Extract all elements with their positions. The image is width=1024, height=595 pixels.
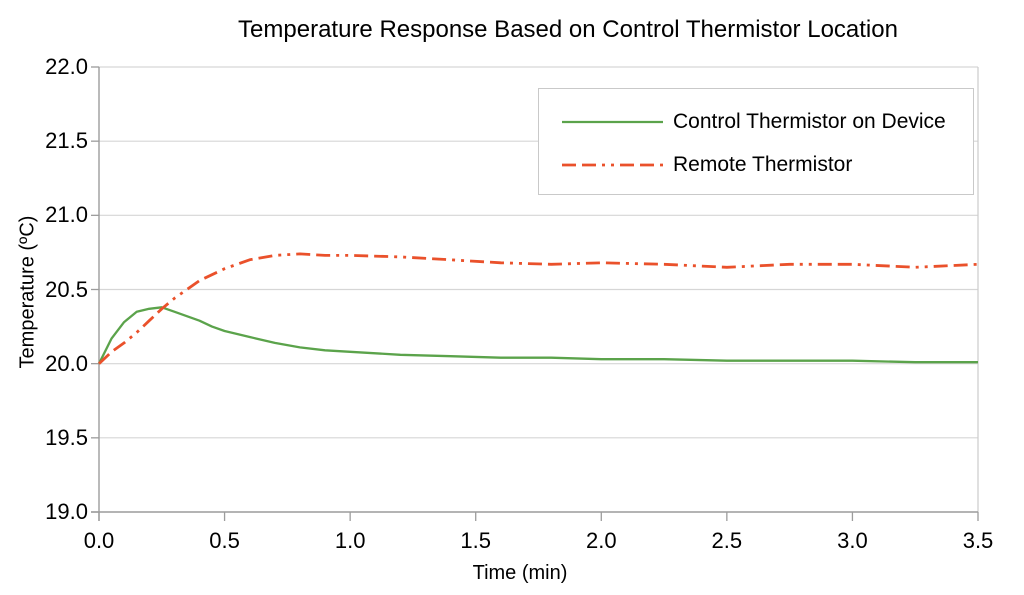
x-tick-label: 3.0 xyxy=(837,528,868,553)
y-tick-label: 20.5 xyxy=(45,276,88,302)
chart-title: Temperature Response Based on Control Th… xyxy=(238,16,898,43)
legend: Control Thermistor on Device Remote Ther… xyxy=(538,88,974,195)
x-tick-label: 3.5 xyxy=(962,528,994,553)
x-tick-label: 2.0 xyxy=(585,528,617,553)
y-tick-label: 19.0 xyxy=(45,499,88,524)
legend-line-swatch-remote xyxy=(562,163,663,167)
legend-label-control: Control Thermistor on Device xyxy=(673,110,946,133)
y-tick-label: 21.5 xyxy=(45,128,88,154)
x-axis-title: Time (min) xyxy=(472,562,568,584)
legend-label-remote: Remote Thermistor xyxy=(673,153,853,176)
x-tick-label: 1.0 xyxy=(334,528,366,553)
series-line-remote-thermistor xyxy=(98,252,979,365)
legend-entry-remote-thermistor: Remote Thermistor xyxy=(561,151,852,179)
y-tick-label: 20.0 xyxy=(45,350,88,376)
y-tick-label: 19.5 xyxy=(45,424,88,450)
legend-line-swatch-control xyxy=(562,120,663,124)
series-line-control-thermistor xyxy=(97,306,978,365)
y-tick-label: 22.0 xyxy=(45,54,88,79)
x-tick-label: 1.5 xyxy=(460,528,491,553)
x-tick-label: 0.5 xyxy=(209,528,240,553)
x-tick-label: 0.0 xyxy=(83,528,115,553)
y-tick-label: 21.0 xyxy=(45,202,88,228)
y-axis-title: Temperature (ºC) xyxy=(16,215,39,369)
x-tick-label: 2.5 xyxy=(711,528,743,553)
legend-entry-control-thermistor: Control Thermistor on Device xyxy=(561,108,946,136)
